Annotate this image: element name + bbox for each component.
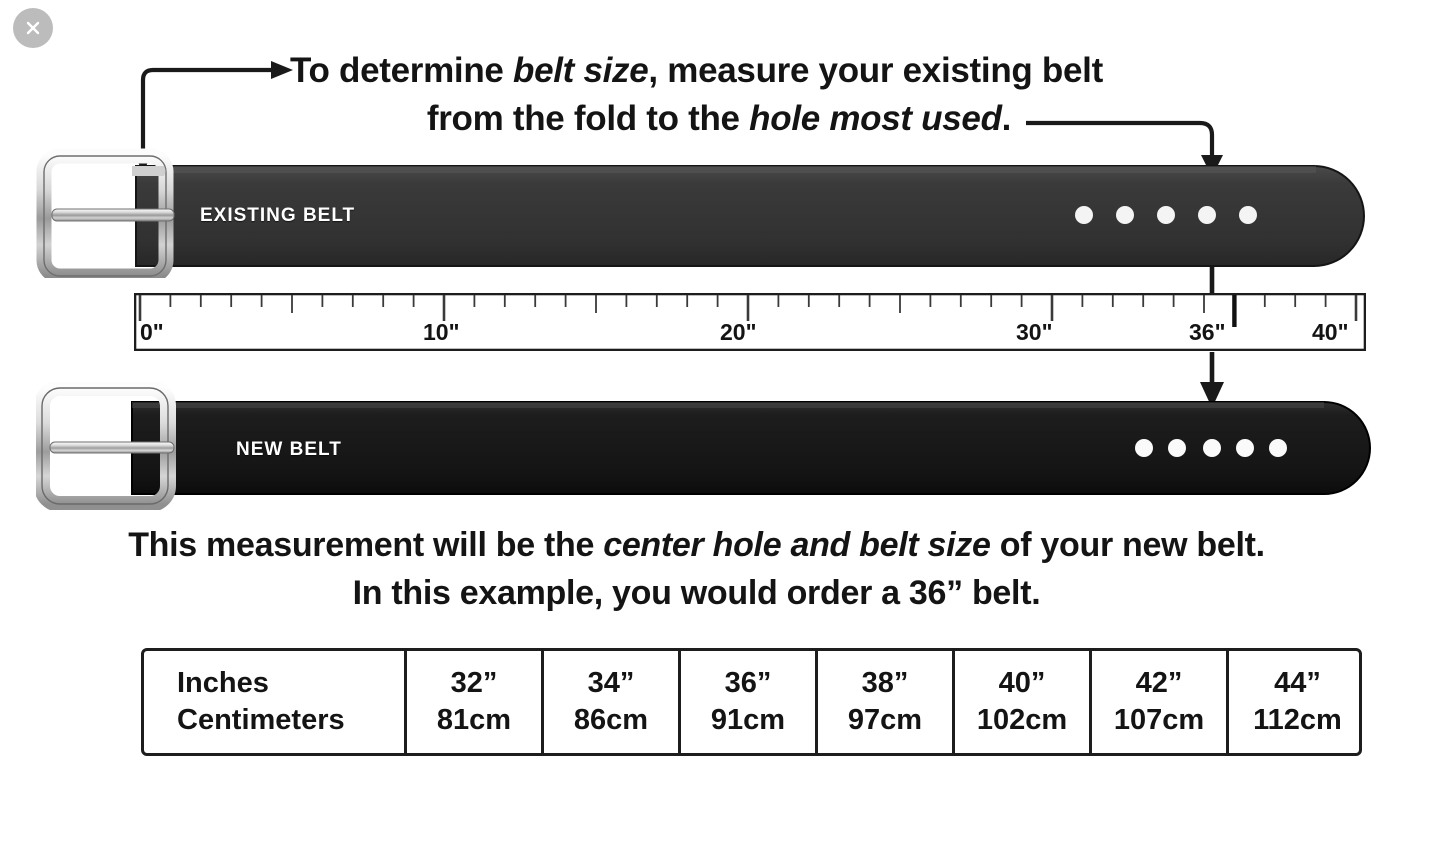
cell-inches: 34” [587, 666, 635, 699]
table-column: 34” 86cm [544, 651, 681, 753]
cell-inches: 32” [450, 666, 498, 699]
row-label-centimeters: Centimeters [177, 704, 345, 736]
note-line-1: This measurement will be the center hole… [128, 526, 1265, 564]
cell-cm: 107cm [1113, 704, 1205, 736]
ruler-label-30: 30" [1016, 319, 1053, 345]
headline-line-2: from the fold to the hole most used. [426, 99, 1012, 139]
note-text: This measurement will be the center hole… [0, 521, 1445, 618]
close-icon [26, 21, 40, 35]
cell-inches: 40” [998, 666, 1046, 699]
size-table: Inches Centimeters 32” 81cm 34” 86cm 36”… [141, 648, 1362, 756]
cell-cm: 86cm [573, 704, 649, 736]
ruler-label-0: 0" [140, 319, 164, 345]
table-column: 42” 107cm [1092, 651, 1229, 753]
ruler-graphic [133, 292, 1367, 352]
cell-cm: 91cm [710, 704, 786, 736]
new-belt [34, 380, 1381, 515]
existing-belt [36, 148, 1376, 284]
existing-belt-graphic [36, 148, 1365, 284]
ruler-label-20: 20" [720, 319, 757, 345]
table-column: 40” 102cm [955, 651, 1092, 753]
new-belt-graphic [34, 380, 1371, 512]
cell-cm: 81cm [436, 704, 512, 736]
ruler: 0" 10" 20" 30" 36" 40" [133, 292, 1367, 356]
cell-inches: 42” [1135, 666, 1183, 699]
ruler-label-36: 36" [1189, 319, 1226, 345]
new-belt-label: NEW BELT [236, 439, 342, 460]
cell-inches: 44” [1274, 666, 1321, 699]
cell-cm: 112cm [1253, 704, 1342, 736]
cell-cm: 102cm [976, 704, 1068, 736]
table-column: 32” 81cm [407, 651, 544, 753]
headline-text: To determine belt size, measure your exi… [290, 47, 1170, 144]
table-row-labels: Inches Centimeters [144, 651, 407, 753]
existing-belt-label: EXISTING BELT [200, 205, 356, 226]
cell-inches: 38” [861, 666, 909, 699]
note-line-2: In this example, you would order a 36” b… [352, 574, 1041, 613]
table-column: 44” 112cm [1229, 651, 1366, 753]
ruler-label-40: 40" [1312, 319, 1349, 345]
table-column: 38” 97cm [818, 651, 955, 753]
row-label-inches: Inches [177, 666, 269, 699]
cell-inches: 36” [724, 666, 772, 699]
table-column: 36” 91cm [681, 651, 818, 753]
close-button[interactable] [13, 8, 53, 48]
headline-line-1: To determine belt size, measure your exi… [290, 51, 1103, 90]
cell-cm: 97cm [847, 704, 923, 736]
ruler-label-10: 10" [423, 319, 460, 345]
